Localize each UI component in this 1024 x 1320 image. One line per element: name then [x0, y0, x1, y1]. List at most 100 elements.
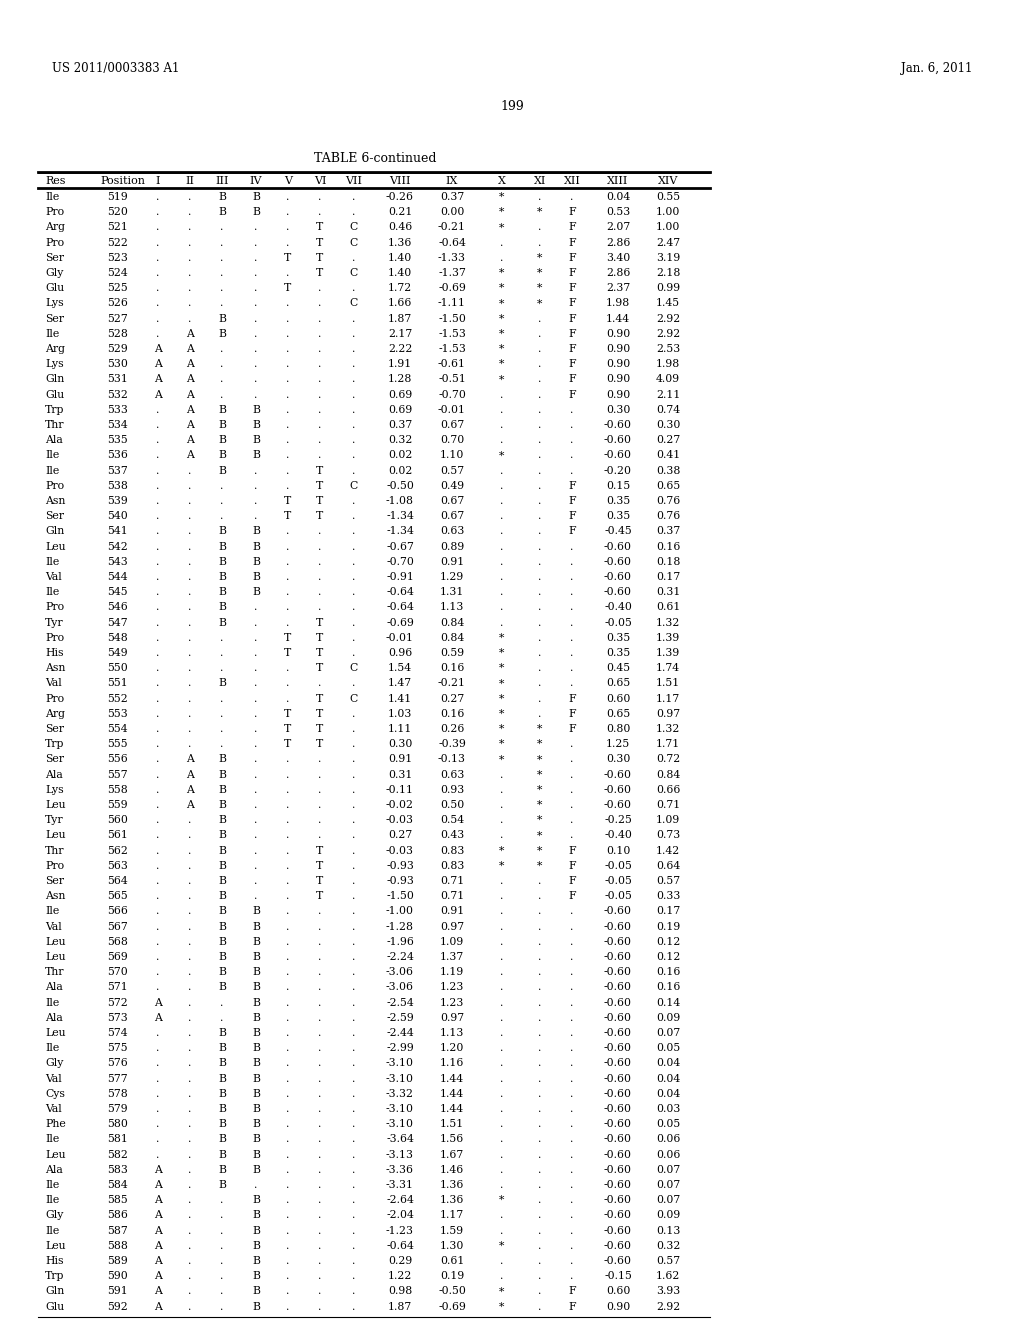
Text: 0.29: 0.29 [388, 1257, 412, 1266]
Text: .: . [287, 1302, 290, 1312]
Text: .: . [254, 389, 258, 400]
Text: .: . [254, 222, 258, 232]
Text: B: B [218, 1150, 226, 1159]
Text: B: B [252, 1195, 260, 1205]
Text: B: B [252, 1150, 260, 1159]
Text: C: C [350, 480, 358, 491]
Text: A: A [186, 345, 194, 354]
Text: -0.26: -0.26 [386, 191, 414, 202]
Text: -0.05: -0.05 [604, 876, 632, 886]
Text: .: . [188, 648, 191, 657]
Text: *: * [500, 329, 505, 339]
Text: .: . [501, 1164, 504, 1175]
Text: A: A [154, 1257, 162, 1266]
Text: 1.37: 1.37 [440, 952, 464, 962]
Text: 0.30: 0.30 [388, 739, 413, 750]
Text: .: . [287, 602, 290, 612]
Text: -0.60: -0.60 [604, 1043, 632, 1053]
Text: A: A [154, 998, 162, 1007]
Text: -0.45: -0.45 [604, 527, 632, 536]
Text: F: F [568, 846, 575, 855]
Text: 0.30: 0.30 [606, 405, 630, 414]
Text: 0.76: 0.76 [656, 496, 680, 506]
Text: .: . [352, 1089, 355, 1098]
Text: 0.17: 0.17 [656, 572, 680, 582]
Text: -0.40: -0.40 [604, 602, 632, 612]
Text: *: * [538, 723, 543, 734]
Text: -0.05: -0.05 [604, 618, 632, 627]
Text: .: . [501, 480, 504, 491]
Text: .: . [287, 1164, 290, 1175]
Text: .: . [318, 557, 322, 566]
Text: .: . [287, 1119, 290, 1129]
Text: .: . [254, 375, 258, 384]
Text: .: . [188, 921, 191, 932]
Text: T: T [316, 723, 324, 734]
Text: 0.84: 0.84 [440, 632, 464, 643]
Text: .: . [539, 389, 542, 400]
Text: .: . [220, 709, 223, 719]
Text: .: . [318, 298, 322, 309]
Text: A: A [186, 450, 194, 461]
Text: .: . [188, 709, 191, 719]
Text: -0.01: -0.01 [438, 405, 466, 414]
Text: Ile: Ile [45, 907, 59, 916]
Text: .: . [570, 678, 573, 689]
Text: B: B [218, 891, 226, 902]
Text: .: . [570, 450, 573, 461]
Text: 557: 557 [108, 770, 128, 780]
Text: B: B [218, 1180, 226, 1191]
Text: .: . [501, 1012, 504, 1023]
Text: .: . [352, 1028, 355, 1038]
Text: .: . [188, 1028, 191, 1038]
Text: -0.69: -0.69 [438, 1302, 466, 1312]
Text: .: . [501, 800, 504, 810]
Text: -1.53: -1.53 [438, 329, 466, 339]
Text: 550: 550 [108, 663, 128, 673]
Text: 1.17: 1.17 [440, 1210, 464, 1221]
Text: .: . [254, 298, 258, 309]
Text: C: C [350, 663, 358, 673]
Text: .: . [539, 648, 542, 657]
Text: .: . [318, 436, 322, 445]
Text: XI: XI [534, 176, 546, 186]
Text: .: . [220, 1302, 223, 1312]
Text: .: . [157, 238, 160, 248]
Text: .: . [254, 693, 258, 704]
Text: 560: 560 [108, 816, 128, 825]
Text: .: . [287, 541, 290, 552]
Text: -0.67: -0.67 [386, 541, 414, 552]
Text: B: B [218, 770, 226, 780]
Text: 0.31: 0.31 [388, 770, 413, 780]
Text: .: . [157, 207, 160, 218]
Text: 0.09: 0.09 [656, 1210, 680, 1221]
Text: 527: 527 [108, 314, 128, 323]
Text: .: . [501, 1043, 504, 1053]
Text: .: . [157, 755, 160, 764]
Text: 0.63: 0.63 [440, 770, 464, 780]
Text: .: . [188, 739, 191, 750]
Text: 545: 545 [108, 587, 128, 597]
Text: .: . [501, 1089, 504, 1098]
Text: .: . [539, 1287, 542, 1296]
Text: .: . [570, 1164, 573, 1175]
Text: T: T [316, 238, 324, 248]
Text: T: T [316, 709, 324, 719]
Text: -0.60: -0.60 [604, 1012, 632, 1023]
Text: A: A [186, 329, 194, 339]
Text: -0.60: -0.60 [604, 557, 632, 566]
Text: .: . [352, 1150, 355, 1159]
Text: .: . [501, 541, 504, 552]
Text: T: T [316, 739, 324, 750]
Text: T: T [316, 480, 324, 491]
Text: 554: 554 [108, 723, 128, 734]
Text: .: . [287, 375, 290, 384]
Text: 588: 588 [108, 1241, 128, 1251]
Text: 0.91: 0.91 [388, 755, 412, 764]
Text: .: . [570, 405, 573, 414]
Text: *: * [538, 739, 543, 750]
Text: .: . [287, 1059, 290, 1068]
Text: F: F [568, 876, 575, 886]
Text: .: . [570, 632, 573, 643]
Text: 0.18: 0.18 [655, 557, 680, 566]
